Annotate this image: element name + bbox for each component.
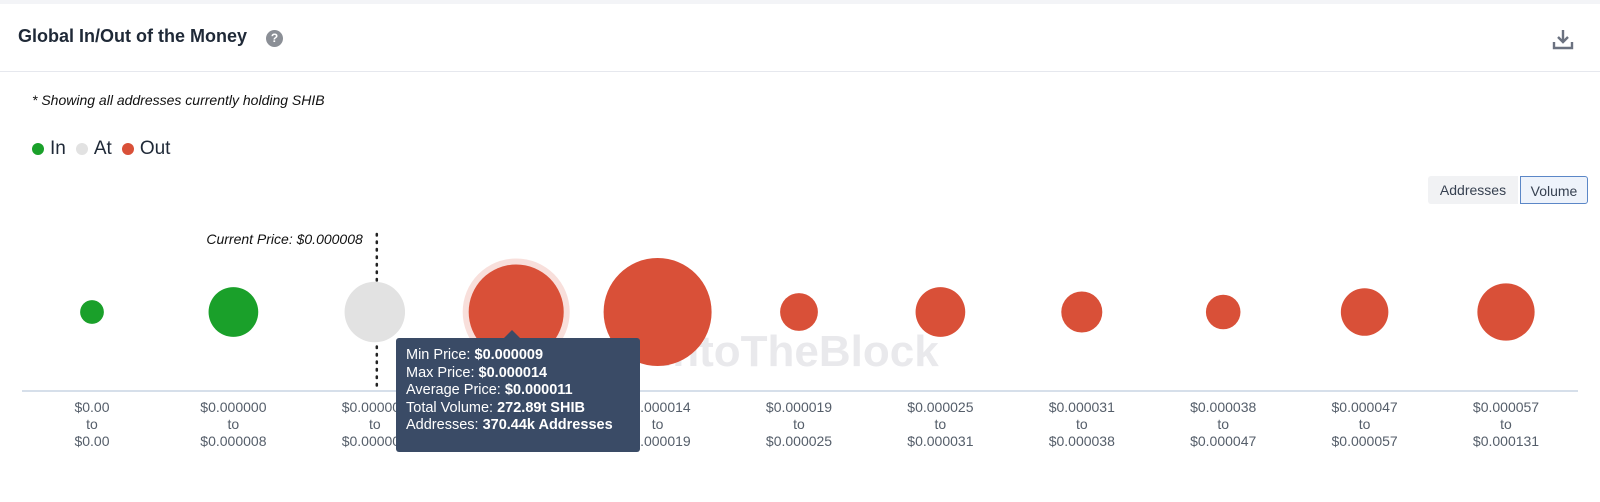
legend-dot-at (75, 143, 88, 155)
legend-item-at[interactable]: At (75, 138, 112, 160)
bubble-out[interactable] (468, 264, 564, 360)
tick-label-to-word: to (1217, 416, 1229, 432)
watermark-text: IntoTheBlock (660, 327, 939, 376)
download-icon[interactable] (1552, 28, 1574, 50)
tick-label-to-word: to (652, 416, 664, 432)
tick-label-from: $0.000031 (1049, 399, 1115, 415)
tick-label-to-word: to (86, 416, 98, 432)
bubble-in[interactable] (208, 287, 259, 337)
bubble-out[interactable] (1205, 294, 1241, 330)
legend-item-in[interactable]: In (32, 138, 66, 160)
tick-label-from: $0.000019 (766, 399, 832, 415)
bubble-out[interactable] (1477, 283, 1535, 341)
tick-label-to-word: to (1500, 416, 1512, 432)
tick-label-from: $0.00 (74, 399, 109, 415)
bubble-out[interactable] (1061, 291, 1103, 333)
bubble-out[interactable] (915, 287, 966, 337)
tick-label-to: $0.000009 (342, 433, 408, 449)
tick-label-to: $0.000047 (1190, 433, 1256, 449)
tooltip-min-price: Min Price: $0.000009 (406, 347, 544, 363)
tick-label-to: $0.000057 (1332, 433, 1398, 449)
tick-label-to: $0.000031 (907, 433, 973, 449)
legend-dot-in (32, 143, 44, 155)
tick-label-from: $0.000000 (200, 399, 266, 415)
question-icon[interactable]: ? (266, 30, 283, 47)
tick-label-to-word: to (228, 416, 240, 432)
tick-label-from: $0.000025 (907, 399, 973, 415)
tick-label-to: $0.000038 (1049, 433, 1115, 449)
tooltip-addresses: Addresses: 370.44k Addresses (406, 417, 613, 434)
legend-label: Out (139, 138, 171, 159)
legend-label: In (50, 138, 66, 159)
tick-label-to: $0.000025 (766, 433, 832, 449)
current-price-label: Current Price: $0.000008 (206, 231, 363, 247)
bubble-in[interactable] (80, 300, 104, 324)
bubble-out[interactable] (780, 293, 818, 331)
bubble-out[interactable] (1340, 288, 1389, 336)
tooltip-max-price: Max Price: $0.000014 (406, 364, 548, 381)
bubble-tooltip: Min Price: $0.000009 Max Price: $0.00001… (396, 330, 640, 452)
chart-legend: In At Out (32, 138, 180, 160)
tick-label-from: $0.000057 (1473, 399, 1539, 415)
tick-label-to: $0.000131 (1473, 433, 1539, 449)
tooltip-average-price: Average Price: $0.000011 (406, 382, 573, 399)
tick-label-to-word: to (1359, 416, 1371, 432)
tick-label-from: $0.000014 (625, 399, 691, 415)
legend-dot-out (121, 143, 134, 155)
bubble-at[interactable] (344, 281, 406, 343)
bubble-chart: IntoTheBlock Current Price: $0.000008 $0.0… (22, 231, 1578, 449)
tick-label-from: $0.000038 (1190, 399, 1256, 415)
tick-label-to: $0.00 (74, 433, 109, 449)
tick-label-from: $0.000047 (1332, 399, 1398, 415)
chart-card: Global In/Out of the Money ? * Showing a… (0, 4, 1600, 502)
tick-label-to-word: to (793, 416, 805, 432)
legend-label: At (93, 138, 112, 159)
volume-toggle-button[interactable]: Volume (1520, 176, 1588, 204)
tick-label-to-word: to (935, 416, 947, 432)
tick-label-to: $0.000019 (625, 433, 691, 449)
legend-item-out[interactable]: Out (121, 138, 171, 160)
tick-label-to: $0.000008 (200, 433, 266, 449)
tick-label-to-word: to (1076, 416, 1088, 432)
holding-note: * Showing all addresses currently holdin… (32, 92, 325, 108)
page-title: Global In/Out of the Money (18, 26, 247, 46)
tick-label-to-word: to (369, 416, 381, 432)
addresses-toggle-button[interactable]: Addresses (1428, 176, 1518, 204)
card-header: Global In/Out of the Money ? (0, 4, 1600, 72)
tooltip-total-volume: Total Volume: 272.89t SHIB (406, 399, 585, 416)
tick-label-from: $0.000008 (342, 399, 408, 415)
